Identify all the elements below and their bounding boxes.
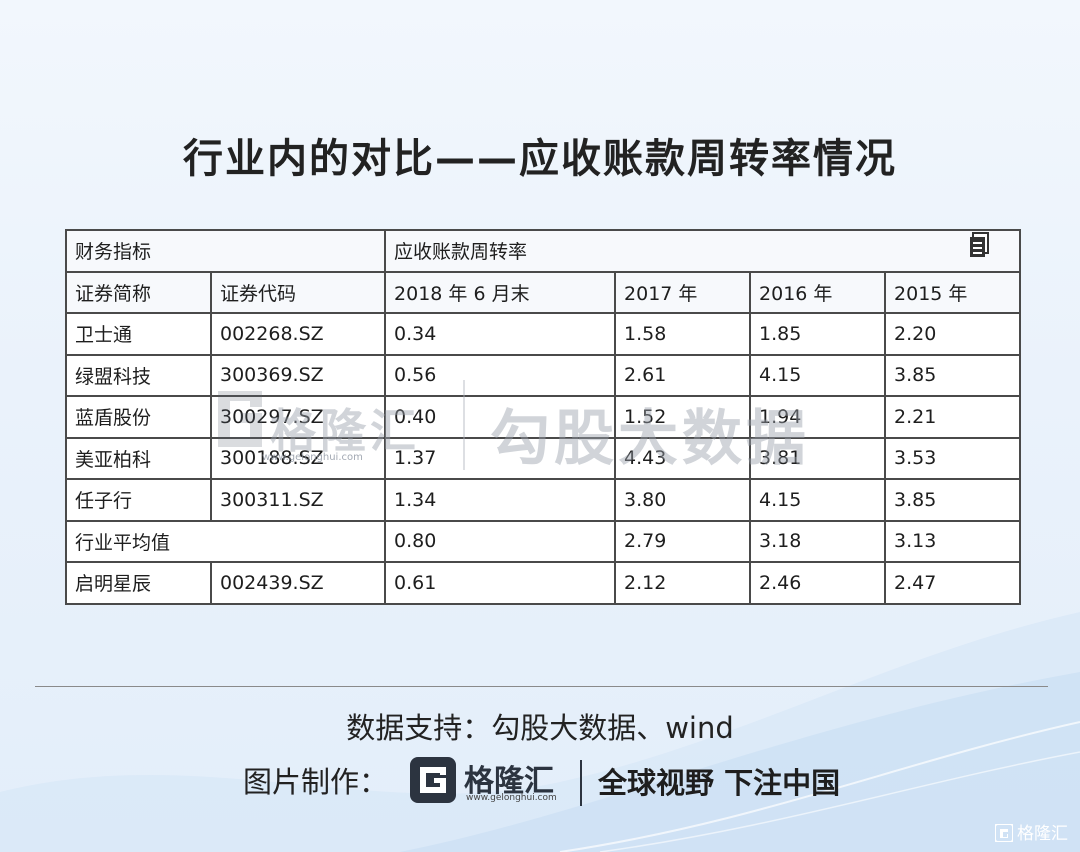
- corner-logo-icon: [995, 824, 1013, 842]
- watermark-text: 勾股大数据: [490, 404, 810, 474]
- column-header: 2015 年: [884, 270, 1022, 314]
- turnover-table: 财务指标 应收账款周转率 证券简称 证券代码 2018 年 6 月末 2017 …: [64, 229, 1022, 605]
- watermark-divider: [463, 380, 465, 470]
- table-row: 卫士通 002268.SZ 0.34 1.58 1.85 2.20: [65, 312, 1022, 356]
- watermark-site: www.gelonghui.com: [262, 452, 363, 463]
- column-header: 2016 年: [749, 270, 887, 314]
- value-2016: 4.15: [749, 478, 887, 522]
- value-2018h1: 1.34: [384, 478, 617, 522]
- value-2016: 2.46: [749, 561, 887, 605]
- value-2016: 3.18: [749, 519, 887, 563]
- stock-code: 002439.SZ: [209, 561, 387, 605]
- value-2017: 1.58: [614, 312, 752, 356]
- stock-name: 启明星辰: [65, 561, 212, 605]
- value-2018h1: 0.34: [384, 312, 617, 356]
- value-2015: 3.13: [884, 519, 1022, 563]
- brand-separator: [580, 760, 582, 806]
- table-row: 任子行 300311.SZ 1.34 3.80 4.15 3.85: [65, 478, 1022, 522]
- value-2018h1: 1.37: [384, 436, 617, 480]
- value-2015: 2.21: [884, 395, 1022, 439]
- stock-code: 300311.SZ: [209, 478, 387, 522]
- value-2017: 2.79: [614, 519, 752, 563]
- stock-code: 300369.SZ: [209, 353, 387, 397]
- header-receivables-turnover: 应收账款周转率: [384, 229, 1022, 273]
- value-2016: 1.94: [749, 395, 887, 439]
- watermark-logo: [210, 385, 455, 459]
- value-2018h1: 0.80: [384, 519, 617, 563]
- corner-watermark-text: 格隆汇: [1017, 824, 1068, 844]
- column-header: 2018 年 6 月末: [384, 270, 617, 314]
- value-2018h1: 0.56: [384, 353, 617, 397]
- value-2017: 3.80: [614, 478, 752, 522]
- brand-logo-icon: [410, 757, 456, 803]
- value-2018h1: 0.61: [384, 561, 617, 605]
- value-2017: 2.61: [614, 353, 752, 397]
- value-2015: 3.53: [884, 436, 1022, 480]
- table-row: 绿盟科技 300369.SZ 0.56 2.61 4.15 3.85: [65, 353, 1022, 397]
- value-2016: 1.85: [749, 312, 887, 356]
- value-2017: 2.12: [614, 561, 752, 605]
- header-financial-indicator: 财务指标: [64, 229, 387, 273]
- table-row: 蓝盾股份 300297.SZ 0.40 1.52 1.94 2.21: [65, 395, 1022, 439]
- table-row: 启明星辰 002439.SZ 0.61 2.12 2.46 2.47: [65, 561, 1022, 605]
- value-2015: 2.47: [884, 561, 1022, 605]
- value-2016: 4.15: [749, 353, 887, 397]
- table-row: 美亚柏科 300188.SZ 1.37 4.43 3.81 3.53: [65, 436, 1022, 480]
- stock-name: 美亚柏科: [65, 436, 212, 480]
- stock-code: 300297.SZ: [209, 395, 387, 439]
- value-2015: 3.85: [884, 353, 1022, 397]
- value-2017: 1.52: [614, 395, 752, 439]
- average-label: 行业平均值: [64, 519, 387, 563]
- stock-name: 蓝盾股份: [65, 395, 212, 439]
- background-wave-decoration: [0, 612, 1080, 852]
- table-column-header-row: 证券简称 证券代码 2018 年 6 月末 2017 年 2016 年 2015…: [65, 270, 1022, 314]
- value-2015: 2.20: [884, 312, 1022, 356]
- page-title: 行业内的对比——应收账款周转率情况: [183, 136, 897, 182]
- corner-watermark: 格隆汇: [995, 819, 1068, 844]
- brand-site: www.gelonghui.com: [466, 793, 557, 803]
- credit-label: 图片制作：: [243, 765, 389, 799]
- footer-divider: [35, 686, 1048, 687]
- table-header-row: 财务指标 应收账款周转率: [64, 229, 1022, 273]
- watermark-brand: 格隆汇: [270, 404, 420, 458]
- value-2016: 3.81: [749, 436, 887, 480]
- column-header: 证券简称: [65, 270, 212, 314]
- stock-name: 绿盟科技: [65, 353, 212, 397]
- column-header: 2017 年: [614, 270, 752, 314]
- value-2018h1: 0.40: [384, 395, 617, 439]
- value-2015: 3.85: [884, 478, 1022, 522]
- stock-code: 002268.SZ: [209, 312, 387, 356]
- value-2017: 4.43: [614, 436, 752, 480]
- slogan: 全球视野 下注中国: [598, 766, 841, 800]
- brand-name: 格隆汇: [464, 764, 554, 799]
- stock-name: 卫士通: [65, 312, 212, 356]
- stock-code: 300188.SZ: [209, 436, 387, 480]
- table-row-average: 行业平均值 0.80 2.79 3.18 3.13: [64, 519, 1022, 563]
- stock-name: 任子行: [65, 478, 212, 522]
- data-source: 数据支持：勾股大数据、wind: [346, 711, 734, 745]
- column-header: 证券代码: [209, 270, 387, 314]
- document-icon: [970, 232, 989, 257]
